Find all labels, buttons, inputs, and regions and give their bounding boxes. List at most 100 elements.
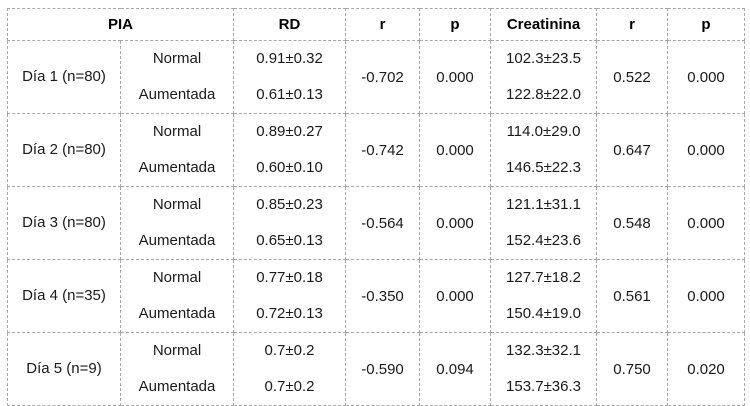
- table-row: Día 5 (n=9) Normal Aumentada 0.7±0.2 0.7…: [7, 332, 746, 406]
- creatinina-p-value: 0.000: [687, 287, 725, 305]
- rd-p-value: 0.094: [436, 360, 474, 378]
- creatinina-r-cell: 0.522: [596, 40, 669, 114]
- creatinina-value-normal: 114.0±29.0: [506, 123, 581, 140]
- table-row: Día 3 (n=80) Normal Aumentada 0.85±0.23 …: [7, 186, 746, 260]
- header-rd: RD: [233, 8, 347, 41]
- creatinina-value-aumentada: 146.5±22.3: [506, 159, 581, 176]
- rd-cell: 0.91±0.32 0.61±0.13: [233, 40, 347, 114]
- rd-p-value: 0.000: [436, 141, 474, 159]
- header-rd-r: r: [345, 8, 421, 41]
- day-label: Día 5 (n=9): [26, 360, 102, 377]
- day-cell: Día 3 (n=80): [7, 186, 121, 260]
- creatinina-value-normal: 127.7±18.2: [506, 269, 581, 286]
- header-pia: PIA: [6, 8, 235, 41]
- creatinina-value-normal: 132.3±32.1: [506, 342, 581, 359]
- pia-level-cell: Normal Aumentada: [119, 332, 235, 406]
- rd-cell: 0.7±0.2 0.7±0.2: [233, 332, 347, 406]
- header-creatinina-p: p: [667, 8, 746, 41]
- creatinina-r-value: 0.548: [613, 214, 651, 232]
- rd-cell: 0.89±0.27 0.60±0.10: [233, 113, 347, 187]
- creatinina-value-normal: 102.3±23.5: [506, 50, 581, 67]
- rd-r-cell: -0.350: [345, 259, 421, 333]
- pia-level-aumentada: Aumentada: [138, 159, 216, 176]
- header-creatinina: Creatinina: [490, 8, 598, 41]
- creatinina-p-value: 0.020: [687, 360, 725, 378]
- pia-level-normal: Normal: [152, 123, 202, 140]
- creatinina-value-normal: 121.1±31.1: [506, 196, 581, 213]
- creatinina-p-cell: 0.000: [667, 259, 746, 333]
- rd-r-value: -0.564: [361, 214, 404, 232]
- rd-r-cell: -0.702: [345, 40, 421, 114]
- rd-value-normal: 0.89±0.27: [256, 123, 323, 140]
- creatinina-value-aumentada: 152.4±23.6: [506, 232, 581, 249]
- rd-r-value: -0.702: [361, 68, 404, 86]
- rd-cell: 0.85±0.23 0.65±0.13: [233, 186, 347, 260]
- header-creatinina-r: r: [596, 8, 669, 41]
- day-cell: Día 2 (n=80): [7, 113, 121, 187]
- day-label: Día 3 (n=80): [22, 214, 106, 231]
- rd-value-aumentada: 0.65±0.13: [256, 232, 323, 249]
- rd-p-value: 0.000: [436, 287, 474, 305]
- creatinina-cell: 102.3±23.5 122.8±22.0: [490, 40, 598, 114]
- creatinina-p-cell: 0.020: [667, 332, 746, 406]
- rd-value-normal: 0.77±0.18: [256, 269, 323, 286]
- creatinina-p-cell: 0.000: [667, 186, 746, 260]
- pia-correlation-table: PIA RD r p Creatinina r p Día 1 (n=80) N…: [6, 8, 746, 406]
- creatinina-r-value: 0.522: [613, 68, 651, 86]
- creatinina-p-value: 0.000: [687, 214, 725, 232]
- day-label: Día 2 (n=80): [22, 141, 106, 158]
- rd-value-normal: 0.7±0.2: [264, 342, 315, 359]
- pia-level-normal: Normal: [152, 269, 202, 286]
- creatinina-value-aumentada: 122.8±22.0: [506, 86, 581, 103]
- creatinina-cell: 127.7±18.2 150.4±19.0: [490, 259, 598, 333]
- header-rd-p: p: [419, 8, 492, 41]
- day-cell: Día 5 (n=9): [7, 332, 121, 406]
- rd-r-cell: -0.590: [345, 332, 421, 406]
- rd-p-cell: 0.000: [419, 259, 492, 333]
- rd-p-cell: 0.000: [419, 113, 492, 187]
- creatinina-r-value: 0.561: [613, 287, 651, 305]
- rd-r-value: -0.590: [361, 360, 404, 378]
- creatinina-cell: 121.1±31.1 152.4±23.6: [490, 186, 598, 260]
- creatinina-r-cell: 0.647: [596, 113, 669, 187]
- rd-p-cell: 0.000: [419, 186, 492, 260]
- pia-level-cell: Normal Aumentada: [119, 259, 235, 333]
- day-cell: Día 4 (n=35): [7, 259, 121, 333]
- creatinina-p-value: 0.000: [687, 141, 725, 159]
- rd-value-aumentada: 0.72±0.13: [256, 305, 323, 322]
- creatinina-cell: 132.3±32.1 153.7±36.3: [490, 332, 598, 406]
- rd-value-aumentada: 0.61±0.13: [256, 86, 323, 103]
- pia-level-normal: Normal: [152, 196, 202, 213]
- day-cell: Día 1 (n=80): [7, 40, 121, 114]
- pia-level-normal: Normal: [152, 342, 202, 359]
- pia-level-cell: Normal Aumentada: [119, 186, 235, 260]
- rd-r-cell: -0.742: [345, 113, 421, 187]
- pia-level-cell: Normal Aumentada: [119, 113, 235, 187]
- rd-p-value: 0.000: [436, 214, 474, 232]
- rd-p-cell: 0.000: [419, 40, 492, 114]
- pia-level-normal: Normal: [152, 50, 202, 67]
- pia-level-aumentada: Aumentada: [138, 305, 216, 322]
- rd-p-value: 0.000: [436, 68, 474, 86]
- rd-p-cell: 0.094: [419, 332, 492, 406]
- rd-value-aumentada: 0.60±0.10: [256, 159, 323, 176]
- rd-r-cell: -0.564: [345, 186, 421, 260]
- creatinina-value-aumentada: 150.4±19.0: [506, 305, 581, 322]
- creatinina-p-cell: 0.000: [667, 113, 746, 187]
- creatinina-r-cell: 0.561: [596, 259, 669, 333]
- rd-r-value: -0.350: [361, 287, 404, 305]
- rd-r-value: -0.742: [361, 141, 404, 159]
- table-row: Día 2 (n=80) Normal Aumentada 0.89±0.27 …: [7, 113, 746, 187]
- creatinina-p-value: 0.000: [687, 68, 725, 86]
- day-label: Día 4 (n=35): [22, 287, 106, 304]
- rd-value-normal: 0.91±0.32: [256, 50, 323, 67]
- creatinina-r-value: 0.750: [613, 360, 651, 378]
- creatinina-r-cell: 0.750: [596, 332, 669, 406]
- pia-level-aumentada: Aumentada: [138, 86, 216, 103]
- rd-value-aumentada: 0.7±0.2: [264, 378, 315, 395]
- creatinina-p-cell: 0.000: [667, 40, 746, 114]
- day-label: Día 1 (n=80): [22, 68, 106, 85]
- table-row: Día 4 (n=35) Normal Aumentada 0.77±0.18 …: [7, 259, 746, 333]
- table-row: Día 1 (n=80) Normal Aumentada 0.91±0.32 …: [7, 40, 746, 114]
